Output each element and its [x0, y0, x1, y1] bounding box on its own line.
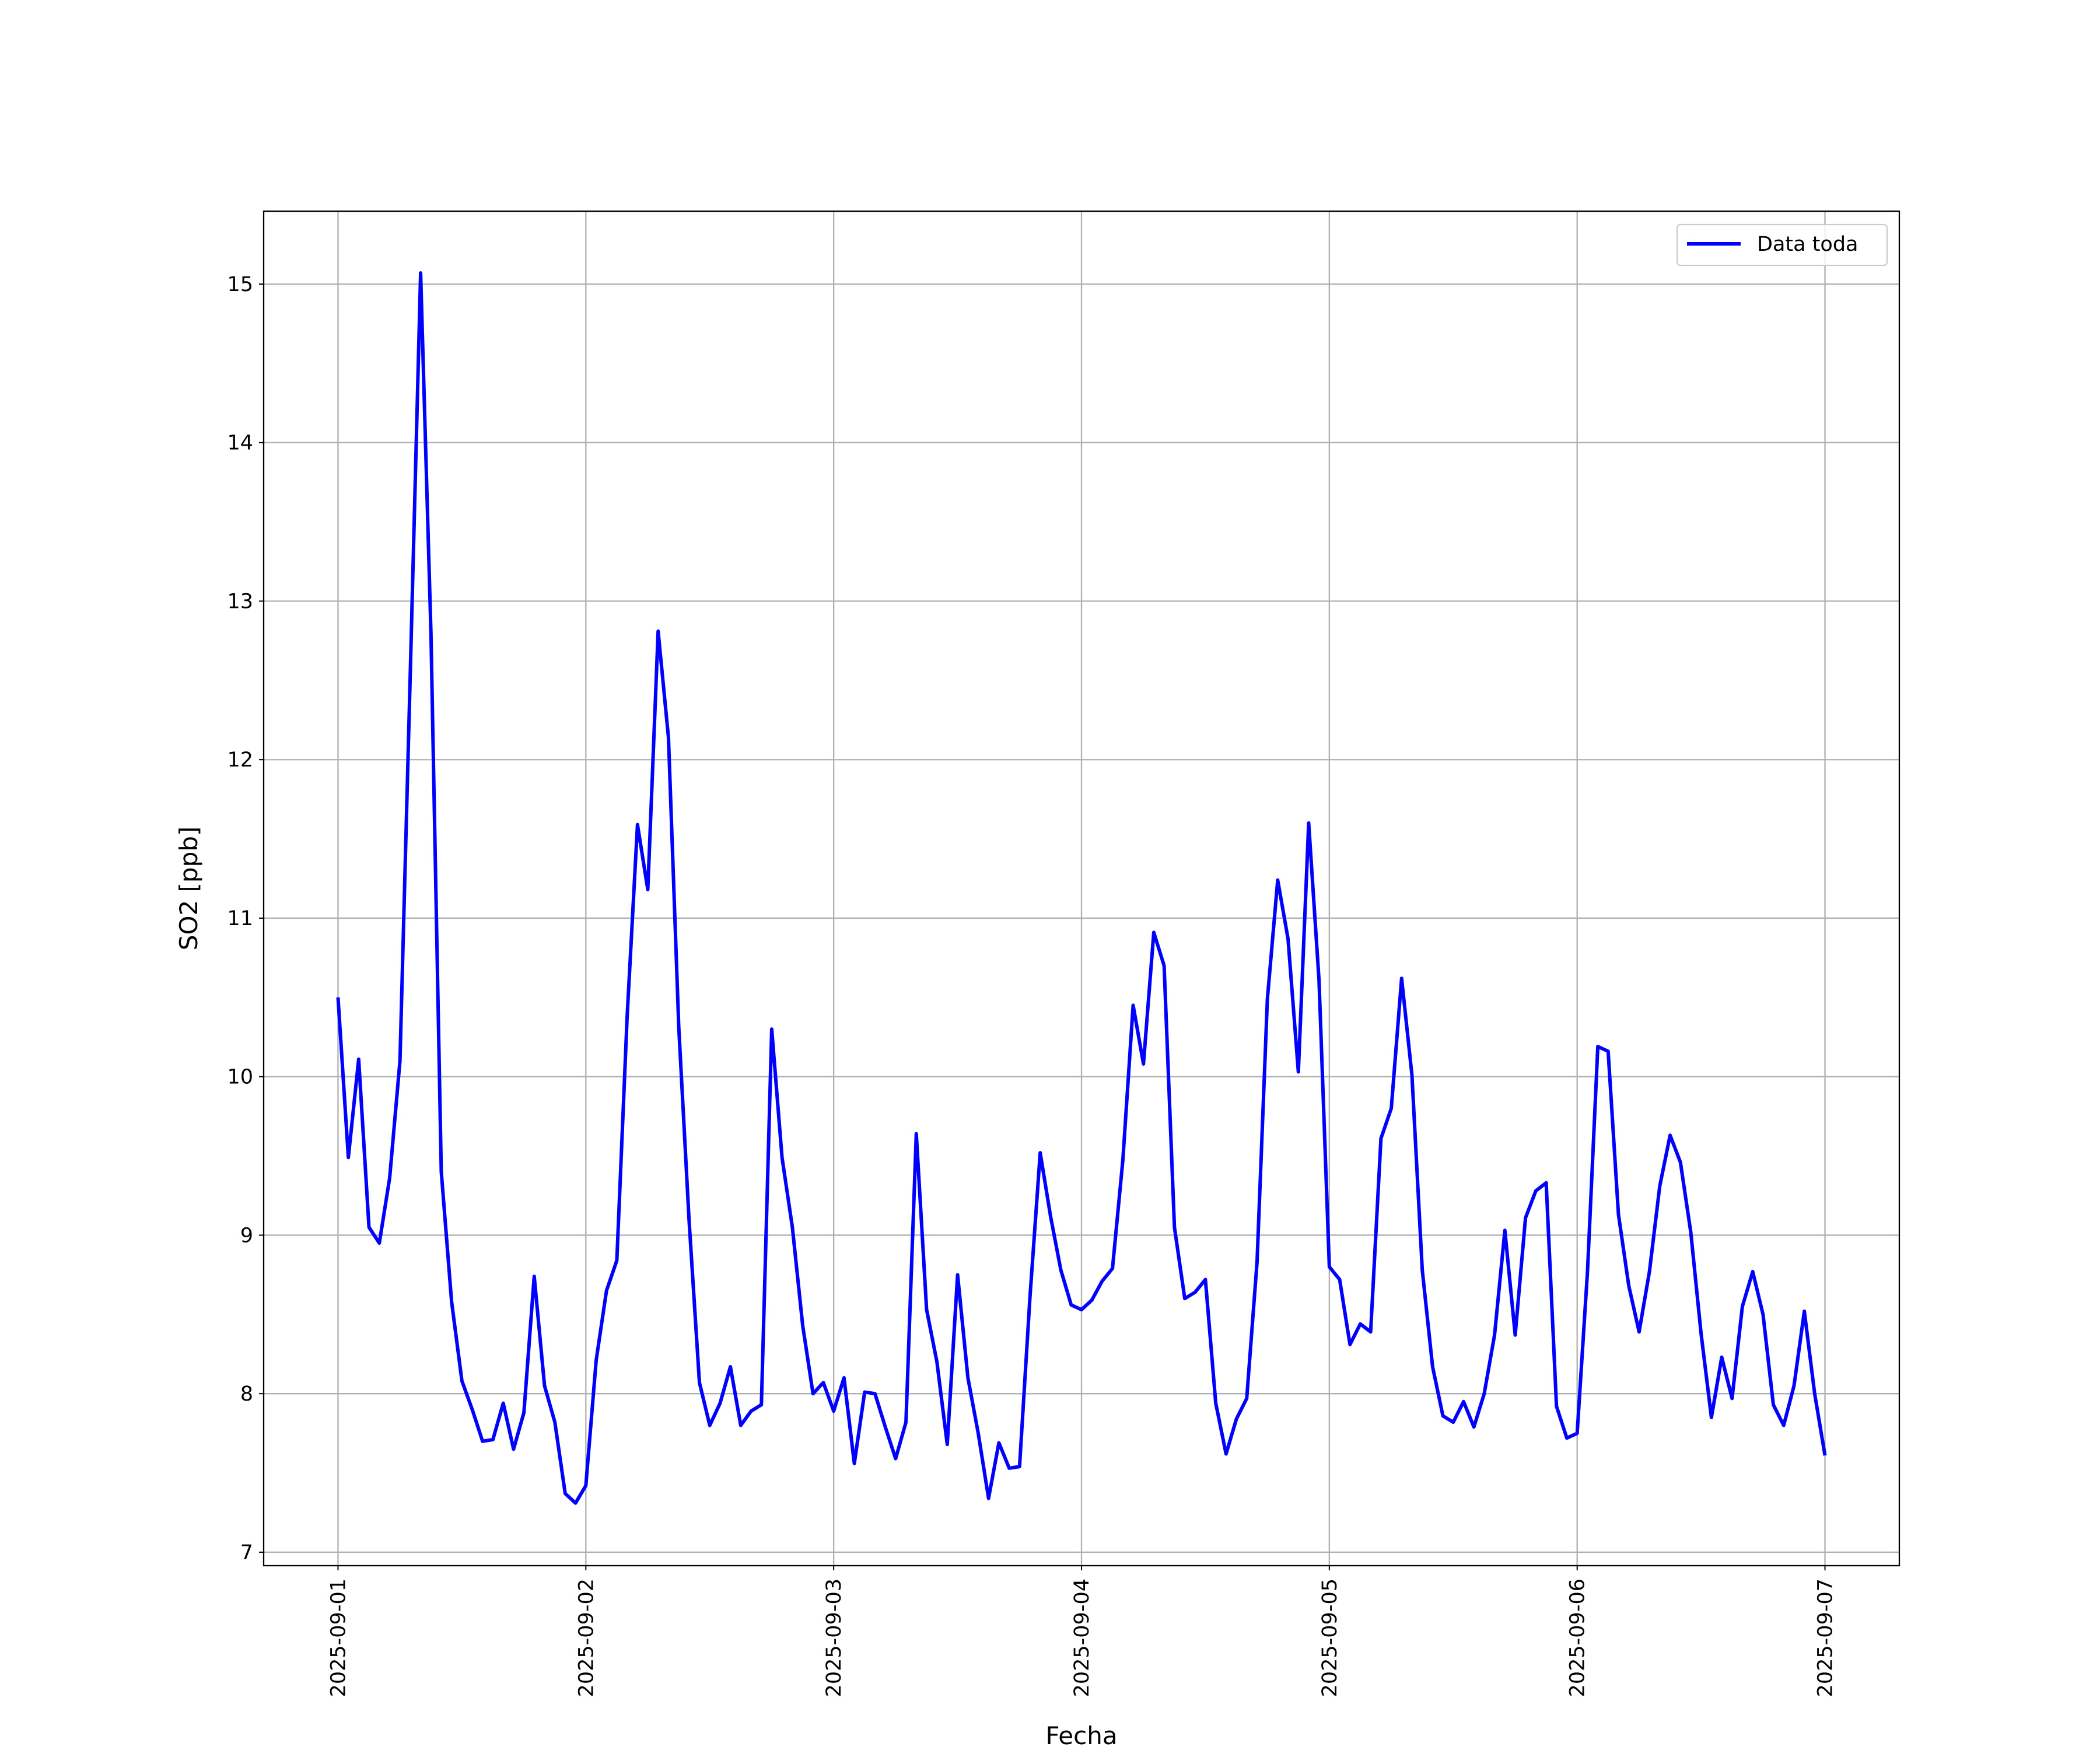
x-tick-label: 2025-09-04 [1070, 1578, 1094, 1697]
y-tick-label: 7 [240, 1541, 253, 1564]
y-axis-label: SO2 [ppb] [174, 827, 203, 951]
legend-label: Data toda [1757, 233, 1859, 256]
data-line [336, 271, 1827, 1505]
y-tick-label: 11 [227, 907, 253, 930]
y-tick-label: 10 [227, 1066, 253, 1089]
y-tick-label: 12 [227, 748, 253, 772]
x-tick-label: 2025-09-07 [1814, 1578, 1838, 1697]
plot-frame [262, 210, 1901, 1567]
y-tick-label: 13 [227, 590, 253, 613]
y-tick-label: 9 [240, 1224, 253, 1247]
x-tick-label: 2025-09-05 [1318, 1578, 1342, 1697]
x-tick-label: 2025-09-02 [575, 1578, 598, 1697]
y-tick-label: 14 [227, 432, 253, 455]
x-axis-label: Fecha [1045, 1721, 1117, 1750]
y-tick-label: 8 [240, 1382, 253, 1406]
legend-box [1676, 223, 1888, 267]
x-tick-label: 2025-09-03 [822, 1578, 846, 1697]
x-tick-label: 2025-09-01 [327, 1578, 350, 1697]
x-tick-label: 2025-09-06 [1566, 1578, 1590, 1697]
y-tick-label: 15 [227, 273, 253, 296]
